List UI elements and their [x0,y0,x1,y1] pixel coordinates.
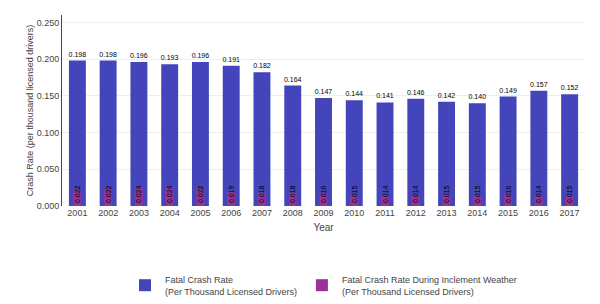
svg-text:2003: 2003 [129,208,149,218]
svg-text:0.000: 0.000 [37,201,60,211]
svg-text:0.191: 0.191 [222,56,240,63]
svg-text:0.146: 0.146 [407,89,425,96]
svg-text:2008: 2008 [283,208,303,218]
svg-text:2004: 2004 [160,208,180,218]
svg-text:0.022: 0.022 [74,185,81,203]
svg-text:0.142: 0.142 [438,92,456,99]
svg-text:0.200: 0.200 [37,54,60,64]
svg-text:2005: 2005 [190,208,210,218]
svg-text:2011: 2011 [375,208,394,218]
svg-text:2010: 2010 [344,208,364,218]
svg-text:0.198: 0.198 [69,51,87,58]
svg-text:2015: 2015 [498,208,518,218]
svg-text:2013: 2013 [437,208,457,218]
svg-text:0.014: 0.014 [412,185,419,203]
svg-text:0.015: 0.015 [474,185,481,203]
svg-text:0.150: 0.150 [37,91,60,101]
svg-text:0.152: 0.152 [561,84,579,91]
svg-text:2016: 2016 [529,208,549,218]
svg-text:2002: 2002 [98,208,118,218]
svg-text:0.250: 0.250 [37,18,60,28]
svg-text:0.147: 0.147 [315,88,333,95]
svg-text:0.022: 0.022 [105,185,112,203]
svg-text:0.050: 0.050 [37,164,60,174]
svg-text:2006: 2006 [221,208,241,218]
svg-text:0.157: 0.157 [530,81,548,88]
svg-text:0.018: 0.018 [289,185,296,203]
svg-text:0.015: 0.015 [351,185,358,203]
svg-text:0.014: 0.014 [382,185,389,203]
svg-text:0.140: 0.140 [469,93,487,100]
svg-text:0.018: 0.018 [258,185,265,203]
svg-text:0.022: 0.022 [197,185,204,203]
svg-text:2014: 2014 [467,208,487,218]
svg-text:2007: 2007 [252,208,272,218]
svg-text:2012: 2012 [406,208,426,218]
svg-text:0.164: 0.164 [284,76,302,83]
svg-text:0.144: 0.144 [345,90,363,97]
svg-text:0.149: 0.149 [499,87,517,94]
svg-text:0.019: 0.019 [228,185,235,203]
svg-text:0.198: 0.198 [99,51,117,58]
svg-text:0.141: 0.141 [376,92,394,99]
svg-text:Crash Rate (per thousand licen: Crash Rate (per thousand licensed driver… [25,25,35,197]
svg-text:0.196: 0.196 [192,52,210,59]
svg-text:0.016: 0.016 [320,185,327,203]
svg-text:Fatal Crash Rate During Inclem: Fatal Crash Rate During Inclement Weathe… [342,275,517,297]
svg-text:0.015: 0.015 [443,185,450,203]
svg-text:0.193: 0.193 [161,54,179,61]
svg-text:2009: 2009 [313,208,333,218]
svg-text:0.015: 0.015 [566,185,573,203]
svg-text:0.016: 0.016 [505,185,512,203]
svg-text:0.100: 0.100 [37,128,60,138]
svg-text:Year: Year [313,222,334,233]
svg-text:2017: 2017 [560,208,580,218]
svg-text:0.196: 0.196 [130,52,148,59]
svg-text:0.024: 0.024 [135,185,142,203]
svg-text:0.014: 0.014 [535,185,542,203]
svg-text:2001: 2001 [67,208,87,218]
svg-text:0.024: 0.024 [166,185,173,203]
svg-text:0.182: 0.182 [253,62,271,69]
svg-text:Fatal Crash Rate(Per Thousand: Fatal Crash Rate(Per Thousand Licensed D… [165,275,297,297]
